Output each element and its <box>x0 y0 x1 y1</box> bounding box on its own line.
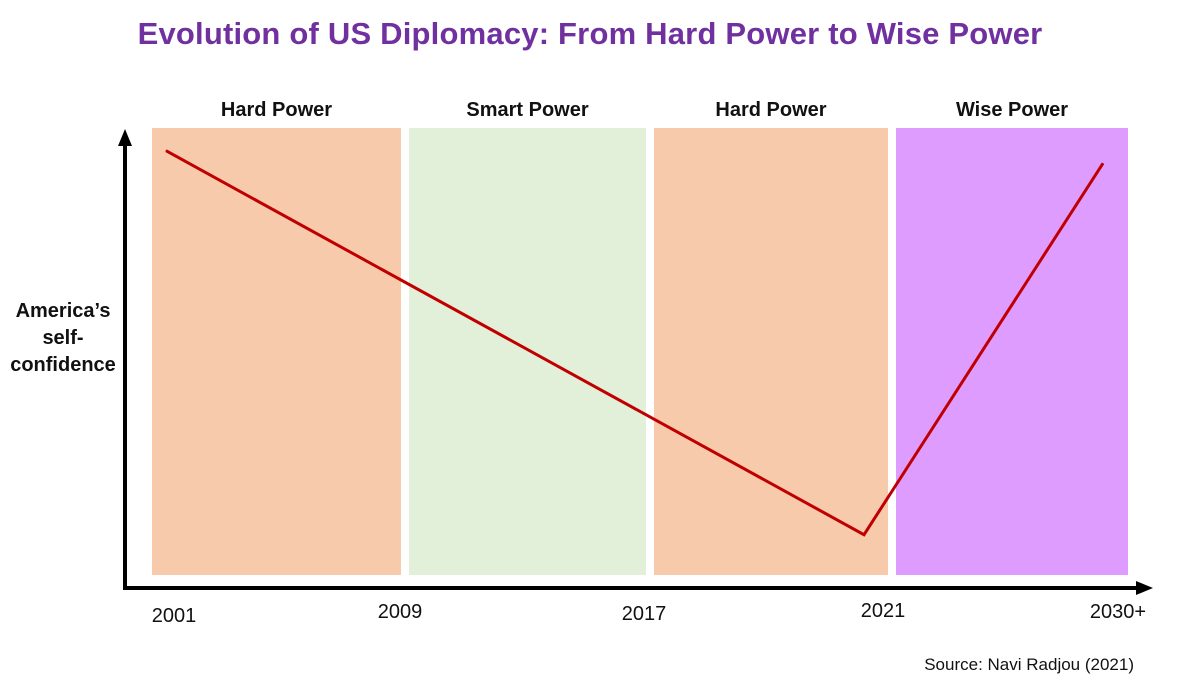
y-axis-label-line-1: America’s <box>15 300 111 322</box>
era-band-2 <box>409 128 646 575</box>
series-point-2001 <box>165 150 167 152</box>
era-label-3: Hard Power <box>715 99 826 121</box>
y-axis-arrowhead <box>118 129 132 146</box>
x-tick-label-2021: 2021 <box>861 600 906 622</box>
x-axis-arrowhead <box>1136 581 1153 595</box>
era-label-4: Wise Power <box>956 99 1068 121</box>
x-tick-label-2009: 2009 <box>378 601 423 623</box>
x-tick-label-2030plus: 2030+ <box>1090 601 1146 623</box>
era-labels: Hard Power Smart Power Hard Power Wise Powe… <box>221 99 1068 121</box>
x-tick-label-2017: 2017 <box>622 603 667 625</box>
era-bands <box>152 128 1128 575</box>
era-band-3 <box>654 128 888 575</box>
series-point-2021 <box>863 534 865 536</box>
era-label-2: Smart Power <box>466 99 588 121</box>
y-axis-label: America’s self- confidence <box>4 298 122 379</box>
source-note: Source: Navi Radjou (2021) <box>924 655 1134 674</box>
era-label-1: Hard Power <box>221 99 332 121</box>
x-tick-labels: 2001 2009 2017 2021 2030+ <box>152 600 1146 627</box>
series-point-2030plus <box>1102 162 1104 164</box>
axes <box>118 129 1153 595</box>
y-axis-label-line-3: confidence <box>10 354 116 376</box>
x-tick-label-2001: 2001 <box>152 605 197 627</box>
y-axis-label-line-2: self- <box>42 327 84 349</box>
chart-title: Evolution of US Diplomacy: From Hard Pow… <box>137 16 1043 51</box>
era-band-1 <box>152 128 401 575</box>
series-layer <box>165 149 1105 537</box>
era-band-4 <box>896 128 1128 575</box>
